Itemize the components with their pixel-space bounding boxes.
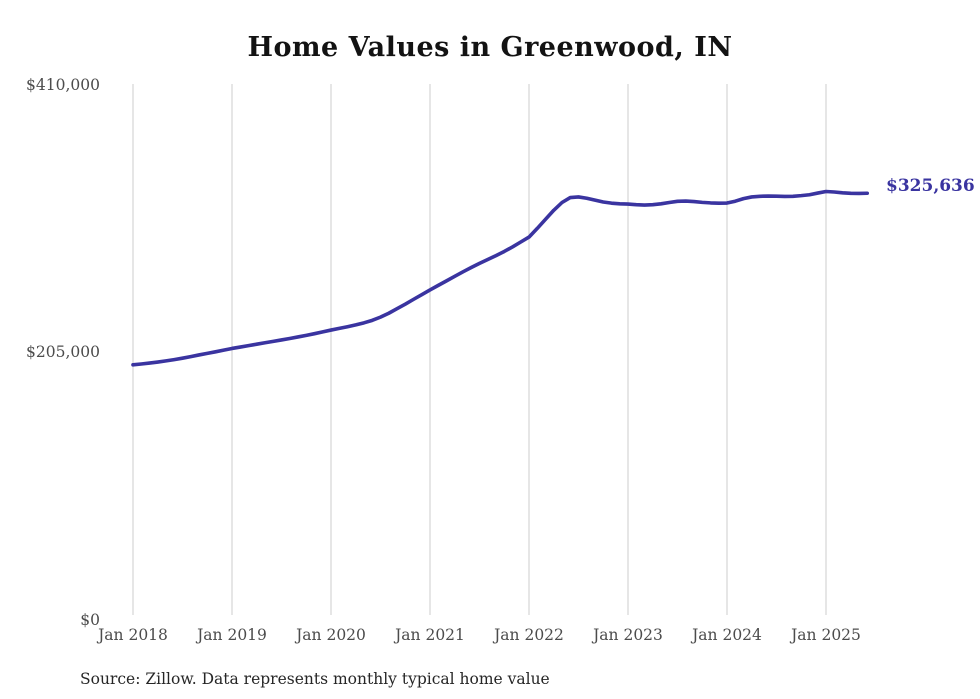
home-value-line <box>131 189 870 367</box>
x-axis-tick-jan2021: Jan 2021 <box>395 626 465 644</box>
y-axis-tick-0: $0 <box>80 611 100 629</box>
x-axis-tick-jan2019: Jan 2019 <box>197 626 267 644</box>
chart-title: Home Values in Greenwood, IN <box>247 32 733 63</box>
y-axis-tick-410000: $410,000 <box>26 76 100 94</box>
y-axis-tick-205000: $205,000 <box>26 343 100 361</box>
x-axis-tick-jan2020: Jan 2020 <box>296 626 366 644</box>
x-axis-tick-jan2023: Jan 2023 <box>593 626 663 644</box>
latest-value-label: $325,636 <box>886 176 975 196</box>
x-axis-tick-jan2025: Jan 2025 <box>791 626 861 644</box>
source-attribution: Source: Zillow. Data represents monthly … <box>80 670 550 688</box>
x-axis-tick-jan2022: Jan 2022 <box>494 626 564 644</box>
x-axis-tick-jan2024: Jan 2024 <box>692 626 762 644</box>
x-axis-tick-jan2018: Jan 2018 <box>98 626 168 644</box>
